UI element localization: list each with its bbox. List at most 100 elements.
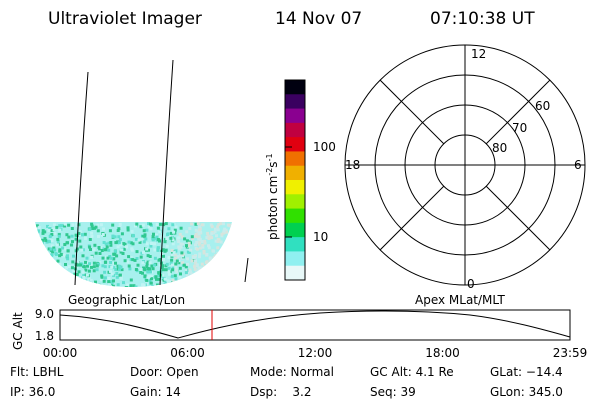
pixel xyxy=(116,245,120,249)
pixel xyxy=(135,257,139,260)
pixel xyxy=(35,224,39,228)
pixel xyxy=(97,285,101,287)
pixel xyxy=(107,277,111,280)
pixel xyxy=(81,248,85,252)
pixel xyxy=(198,252,202,256)
pixel xyxy=(223,245,227,249)
pixel xyxy=(142,267,146,271)
pixel xyxy=(61,246,65,250)
pixel xyxy=(209,223,213,227)
mlt-line xyxy=(379,79,445,145)
pixel xyxy=(222,243,226,247)
pixel xyxy=(119,243,123,247)
pixel xyxy=(35,269,38,273)
pixel xyxy=(88,245,92,249)
pixel xyxy=(127,264,131,268)
pixel xyxy=(45,257,49,261)
pixel xyxy=(72,269,76,273)
pixel xyxy=(205,236,209,240)
info-field: IP: 36.0 xyxy=(10,385,55,399)
pixel xyxy=(150,285,154,287)
pixel xyxy=(180,235,184,239)
pixel xyxy=(110,272,114,276)
pixel xyxy=(145,278,149,282)
pixel xyxy=(58,249,62,253)
pixel xyxy=(194,243,197,247)
pixel xyxy=(85,273,89,277)
pixel xyxy=(153,256,157,260)
pixel xyxy=(101,264,105,268)
colorbar-tick-label: 100 xyxy=(313,140,336,154)
pixel xyxy=(226,273,229,277)
pixel xyxy=(92,265,96,269)
pixel xyxy=(209,281,213,285)
pixel xyxy=(53,248,57,252)
pixel xyxy=(210,225,214,229)
pixel xyxy=(36,236,40,239)
pixel xyxy=(215,285,219,287)
pixel xyxy=(195,240,199,244)
pixel xyxy=(202,278,206,282)
pixel xyxy=(158,258,162,261)
pixel xyxy=(58,262,62,266)
pixel xyxy=(189,248,193,252)
pixel xyxy=(109,261,113,264)
pixel xyxy=(176,255,180,259)
pixel xyxy=(82,276,86,279)
pixel xyxy=(45,252,49,256)
pixel xyxy=(36,230,40,234)
pixel xyxy=(213,262,217,266)
pixel xyxy=(103,270,107,274)
pixel xyxy=(107,280,111,284)
pixel xyxy=(48,226,52,230)
pixel xyxy=(74,242,78,246)
pixel xyxy=(142,229,146,233)
pixel xyxy=(35,242,39,246)
pixel xyxy=(227,245,231,249)
pixel xyxy=(184,284,188,287)
pixel xyxy=(99,245,103,249)
pixel xyxy=(70,234,74,238)
pixel xyxy=(64,266,68,270)
pixel xyxy=(227,280,231,283)
pixel xyxy=(216,240,220,243)
pixel xyxy=(150,274,154,278)
pixel xyxy=(171,223,175,227)
pixel xyxy=(39,278,43,282)
pixel xyxy=(141,271,144,275)
pixel xyxy=(111,284,115,287)
pixel xyxy=(161,248,165,252)
pixel xyxy=(181,261,185,265)
pixel xyxy=(103,286,107,287)
colorbar-band xyxy=(285,137,305,152)
mlt-line xyxy=(379,185,445,251)
pixel xyxy=(99,223,103,227)
pixel xyxy=(44,258,48,262)
pixel xyxy=(163,240,167,244)
pixel xyxy=(48,263,52,267)
pixel xyxy=(124,286,128,287)
pixel xyxy=(227,256,231,260)
pixel xyxy=(82,265,86,269)
alt-plot-frame xyxy=(59,309,571,341)
pixel xyxy=(232,260,235,263)
pixel xyxy=(231,286,232,287)
pixel xyxy=(120,248,124,252)
pixel xyxy=(222,229,226,233)
pixel xyxy=(231,264,232,268)
pixel xyxy=(222,222,225,226)
pixel xyxy=(66,241,69,245)
pixel xyxy=(78,239,82,243)
pixel xyxy=(85,256,89,260)
pixel xyxy=(195,235,199,239)
pixel xyxy=(94,251,98,255)
pixel xyxy=(75,224,79,228)
pixel xyxy=(107,248,111,252)
pixel xyxy=(216,246,220,250)
pixel xyxy=(165,244,169,248)
pixel xyxy=(67,223,71,227)
pixel xyxy=(171,268,175,272)
pixel xyxy=(172,263,176,267)
info-field: Seq: 39 xyxy=(370,385,416,399)
pixel xyxy=(138,240,142,244)
